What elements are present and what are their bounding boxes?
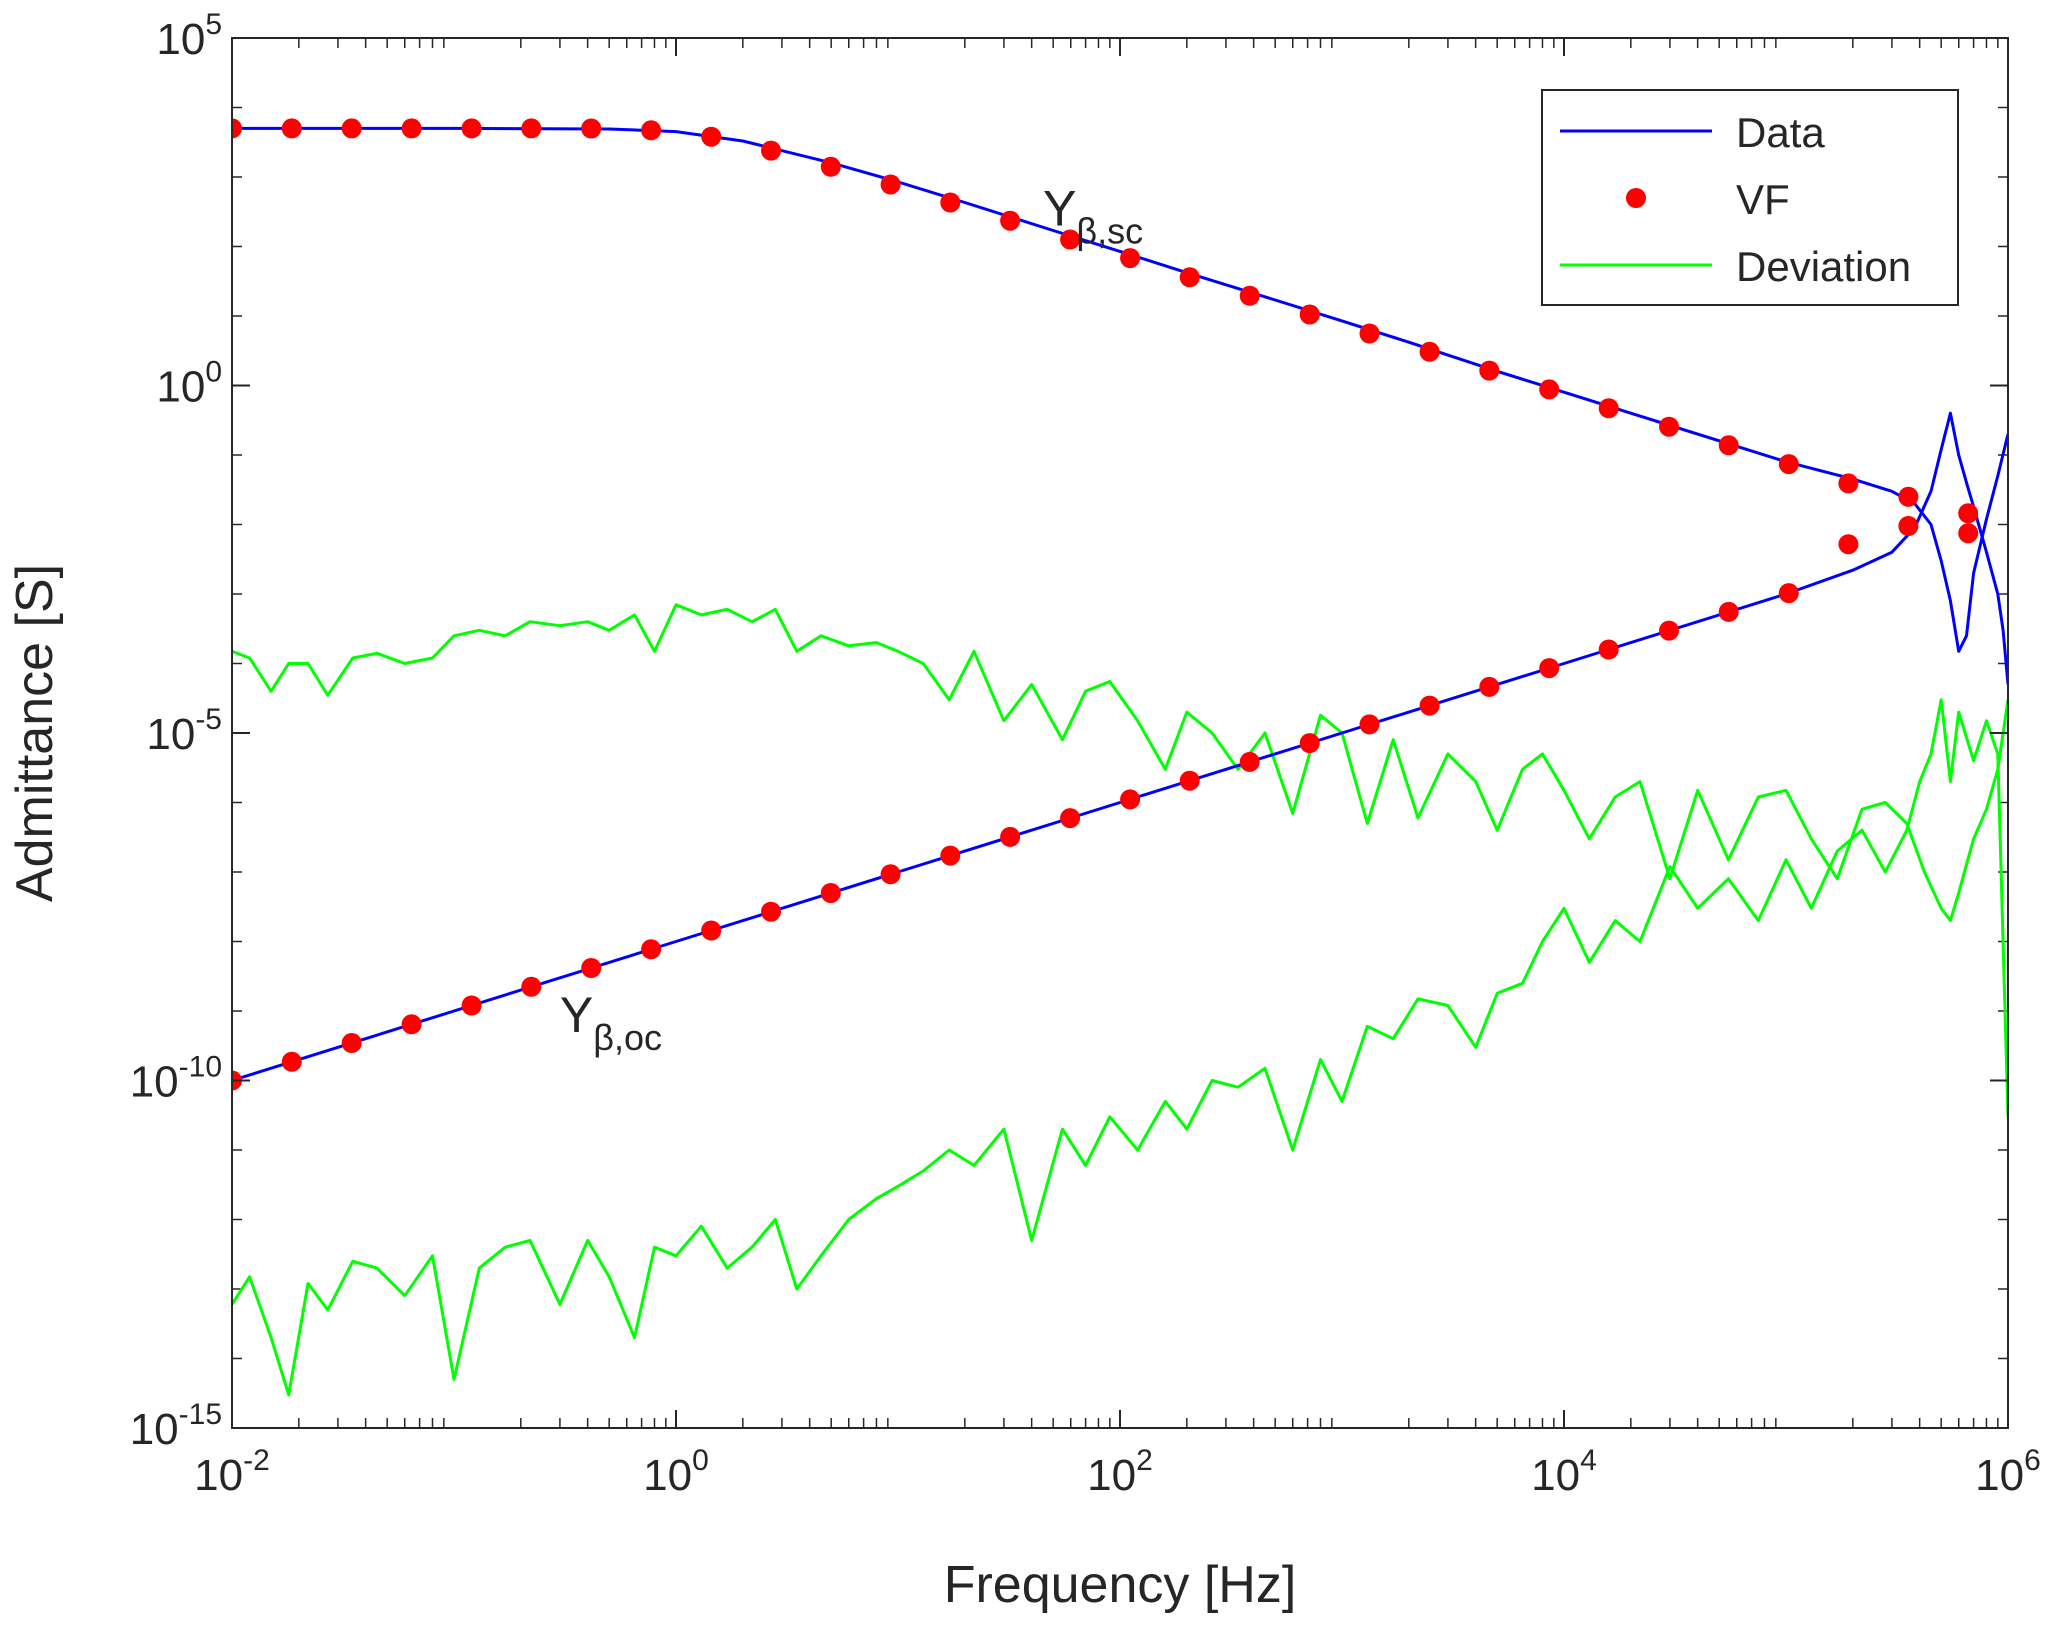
vf-marker [1000,826,1021,847]
vf-marker [1898,486,1919,507]
vf-marker [1778,454,1799,475]
vf-marker [820,156,841,177]
vf-marker [1239,751,1260,772]
vf-marker [880,864,901,885]
series-layer [232,118,2008,1397]
series-line-deviation-y-oc- [232,698,2008,1397]
vf-marker [1120,248,1141,269]
vf-marker [232,118,242,139]
vf-marker [1299,733,1320,754]
y-tick-label: 100 [156,356,222,412]
vf-marker [1958,523,1979,544]
vf-marker [401,118,422,139]
vf-marker [521,976,542,997]
vf-marker [701,126,722,147]
vf-marker [1479,360,1500,381]
vf-marker [641,120,662,141]
x-tick-label: 10-2 [194,1444,270,1500]
vf-marker [461,118,482,139]
legend: Data VF Deviation [1541,89,1959,306]
vf-marker [1659,416,1679,437]
x-tick-label: 102 [1087,1444,1153,1500]
vf-marker [880,174,901,195]
vf-marker [401,1014,422,1035]
y-tick-label: 10-15 [130,1398,222,1454]
vf-marker [940,192,961,213]
vf-marker [1598,639,1619,660]
vf-marker [1060,229,1081,250]
y-tick-label: 105 [156,8,222,64]
vf-marker [1000,210,1021,231]
vf-marker [1419,341,1440,362]
vf-marker [1718,601,1739,622]
series-line-deviation-y-sc- [232,603,2008,923]
vf-marker [1598,398,1619,419]
vf-marker [1239,285,1260,306]
minor-ticks [232,38,2008,1428]
vf-marker [581,118,602,139]
vf-marker [1718,435,1739,456]
vf-marker [581,958,602,978]
vf-marker [1359,323,1380,344]
legend-vf-swatch [1626,188,1646,208]
x-tick-label: 106 [1975,1444,2041,1500]
vf-marker [1359,714,1380,735]
legend-data-label: Data [1736,109,1825,156]
vf-marker [1958,503,1979,524]
vf-marker [1838,534,1859,555]
y-tick-label: 10-10 [130,1051,222,1107]
vf-marker [701,920,722,941]
vf-marker [1179,770,1200,791]
x-tick-label: 100 [643,1444,709,1500]
vf-marker [940,845,961,866]
vf-marker [461,995,482,1016]
legend-deviation-label: Deviation [1736,243,1911,290]
vf-marker [1299,304,1320,325]
tick-labels: 10-2 100 102 104 106 10-15 10-10 10-5 100 105 [130,8,2041,1500]
vf-marker [1479,676,1500,697]
vf-marker [521,118,542,139]
vf-marker [341,118,362,139]
vf-marker [1838,473,1859,494]
vf-marker [1179,267,1200,288]
legend-vf-label: VF [1736,176,1790,223]
legend-box [1541,89,1959,306]
y-axis-label: Admittance [S] [6,564,64,902]
vf-marker [281,1051,302,1072]
y-beta-oc-label: Yβ,oc [560,987,662,1058]
y-beta-sc-label: Yβ,sc [1043,181,1143,252]
vf-marker [1898,516,1919,536]
major-ticks [231,37,2009,1429]
vf-marker [1539,658,1560,679]
x-tick-label: 104 [1531,1444,1597,1500]
vf-marker [341,1033,362,1053]
vf-marker [1659,620,1679,641]
vf-marker [1778,583,1799,604]
vf-marker [820,883,841,903]
vf-marker [1539,379,1560,400]
x-axis-label: Frequency [Hz] [944,1556,1297,1614]
vf-marker [281,118,302,139]
y-tick-label: 10-5 [146,703,222,759]
vf-marker [1120,789,1141,810]
vf-marker [1060,808,1081,829]
vf-marker [761,140,781,161]
vf-marker [641,939,662,960]
vf-marker [1419,695,1440,716]
annotations: Yβ,sc Yβ,oc [560,181,1143,1058]
vf-marker [761,901,781,922]
